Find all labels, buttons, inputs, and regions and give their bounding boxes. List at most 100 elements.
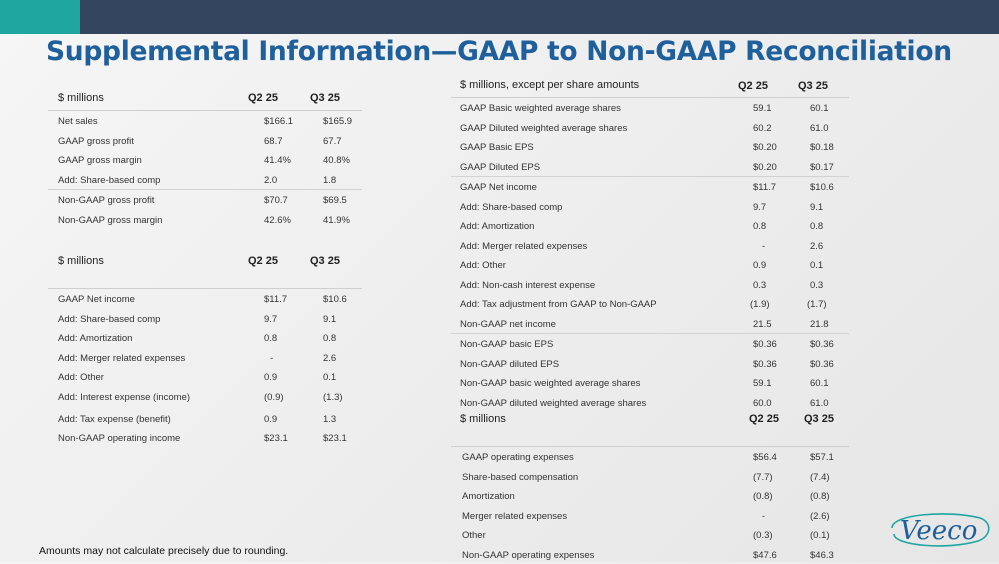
value-q3: 61.0: [810, 123, 829, 134]
table-row: Add: Non-cash interest expense 0.3 0.3: [451, 275, 849, 295]
value-q3: $0.36: [810, 339, 834, 350]
value-q3: (0.1): [810, 530, 830, 541]
value-q3: 1.8: [323, 175, 336, 186]
row-label: GAAP Diluted weighted average shares: [460, 123, 627, 134]
table-row: GAAP operating expenses $56.4 $57.1: [451, 447, 849, 467]
table-row: GAAP Basic EPS $0.20 $0.18: [451, 137, 849, 157]
table-row: Non-GAAP basic EPS $0.36 $0.36: [451, 333, 849, 354]
value-q2: 0.3: [753, 280, 766, 291]
table-row: Add: Tax adjustment from GAAP to Non-GAA…: [451, 294, 849, 314]
value-q3: $0.17: [810, 162, 834, 173]
table-row: GAAP Diluted EPS $0.20 $0.17: [451, 157, 849, 177]
value-q3: (0.8): [810, 491, 830, 502]
gross-profit-table: $ millions Q2 25 Q3 25 Net sales $166.1 …: [48, 88, 362, 229]
row-label: Other: [462, 530, 486, 541]
row-label: Add: Share-based comp: [460, 202, 562, 213]
value-q3: $0.18: [810, 142, 834, 153]
value-q3: $0.36: [810, 359, 834, 370]
table-row: Non-GAAP basic weighted average shares 5…: [451, 373, 849, 393]
value-q2: 0.8: [753, 221, 766, 232]
row-label: Net sales: [58, 116, 98, 127]
table-row: GAAP gross margin 41.4% 40.8%: [48, 150, 362, 170]
value-q2: $0.36: [753, 339, 777, 350]
value-q2: (0.9): [264, 392, 284, 403]
value-q2: $166.1: [264, 116, 293, 127]
value-q2: $70.7: [264, 195, 288, 206]
value-q2: 42.6%: [264, 215, 291, 226]
value-q2: (7.7): [753, 472, 773, 483]
table-row: Non-GAAP net income 21.5 21.8: [451, 314, 849, 334]
row-label: Non-GAAP operating expenses: [462, 550, 594, 561]
row-label: Share-based compensation: [462, 472, 578, 483]
table-row: Add: Share-based comp 9.7 9.1: [48, 309, 362, 329]
value-q3: 41.9%: [323, 215, 350, 226]
value-q3: 0.8: [810, 221, 823, 232]
row-label: Add: Merger related expenses: [460, 241, 587, 252]
value-q2: 60.2: [753, 123, 772, 134]
value-q2: 9.7: [753, 202, 766, 213]
net-income-table: $ millions, except per share amounts Q2 …: [451, 77, 849, 412]
row-label: GAAP operating expenses: [462, 452, 574, 463]
value-q2: $0.36: [753, 359, 777, 370]
value-q2: (1.9): [750, 299, 770, 310]
value-q3: 1.3: [323, 414, 336, 425]
value-q3: 60.1: [810, 378, 829, 389]
header-q2-25: Q2 25: [248, 255, 278, 267]
header-q3-25: Q3 25: [798, 80, 828, 92]
table-row: GAAP Net income $11.7 $10.6: [48, 289, 362, 309]
row-label: Add: Tax adjustment from GAAP to Non-GAA…: [460, 299, 657, 310]
table-row: Add: Other 0.9 0.1: [451, 255, 849, 275]
value-q3: $165.9: [323, 116, 352, 127]
value-q3: 0.8: [323, 333, 336, 344]
header-q3-25: Q3 25: [804, 413, 834, 425]
row-label: Non-GAAP gross profit: [58, 195, 154, 206]
row-label: Amortization: [462, 491, 515, 502]
table-row: Other (0.3) (0.1): [451, 525, 849, 545]
row-label: GAAP gross profit: [58, 136, 134, 147]
value-q3: 2.6: [810, 241, 823, 252]
value-q2: -: [762, 241, 765, 252]
value-q2: 60.0: [753, 398, 772, 409]
value-q3: (2.6): [810, 511, 830, 522]
value-q2: 2.0: [264, 175, 277, 186]
value-q3: 0.1: [810, 260, 823, 271]
header-q2-25: Q2 25: [738, 80, 768, 92]
table-row: Add: Share-based comp 9.7 9.1: [451, 197, 849, 217]
value-q3: 40.8%: [323, 155, 350, 166]
table-row: GAAP Diluted weighted average shares 60.…: [451, 118, 849, 138]
header-label: $ millions: [460, 413, 506, 425]
value-q2: $11.7: [753, 182, 776, 193]
value-q2: 0.8: [264, 333, 277, 344]
table-row: GAAP gross profit 68.7 67.7: [48, 131, 362, 151]
row-label: Non-GAAP diluted weighted average shares: [460, 398, 646, 409]
row-label: Merger related expenses: [462, 511, 567, 522]
value-q3: (7.4): [810, 472, 830, 483]
value-q3: $23.1: [323, 433, 347, 444]
value-q2: $11.7: [264, 294, 287, 305]
value-q2: -: [762, 511, 765, 522]
value-q2: (0.8): [753, 491, 773, 502]
table-row: Add: Amortization 0.8 0.8: [451, 216, 849, 236]
value-q3: 61.0: [810, 398, 829, 409]
table-row: Amortization (0.8) (0.8): [451, 486, 849, 506]
value-q2: 59.1: [753, 103, 772, 114]
value-q3: 9.1: [323, 314, 336, 325]
table-row: Non-GAAP gross margin 42.6% 41.9%: [48, 210, 362, 230]
row-label: GAAP Net income: [460, 182, 537, 193]
row-label: Add: Merger related expenses: [58, 353, 185, 364]
header-label: $ millions: [58, 92, 104, 104]
header-bar: [0, 0, 999, 34]
row-label: Add: Non-cash interest expense: [460, 280, 595, 291]
value-q3: 0.1: [323, 372, 336, 383]
logo-text: Veeco: [900, 516, 977, 546]
value-q2: $47.6: [753, 550, 777, 561]
row-label: GAAP gross margin: [58, 155, 142, 166]
value-q3: $69.5: [323, 195, 347, 206]
value-q2: (0.3): [753, 530, 773, 541]
row-label: GAAP Basic weighted average shares: [460, 103, 621, 114]
value-q2: $23.1: [264, 433, 288, 444]
rounding-footnote: Amounts may not calculate precisely due …: [39, 545, 288, 557]
row-label: GAAP Diluted EPS: [460, 162, 540, 173]
value-q3: $10.6: [323, 294, 347, 305]
value-q3: 60.1: [810, 103, 829, 114]
